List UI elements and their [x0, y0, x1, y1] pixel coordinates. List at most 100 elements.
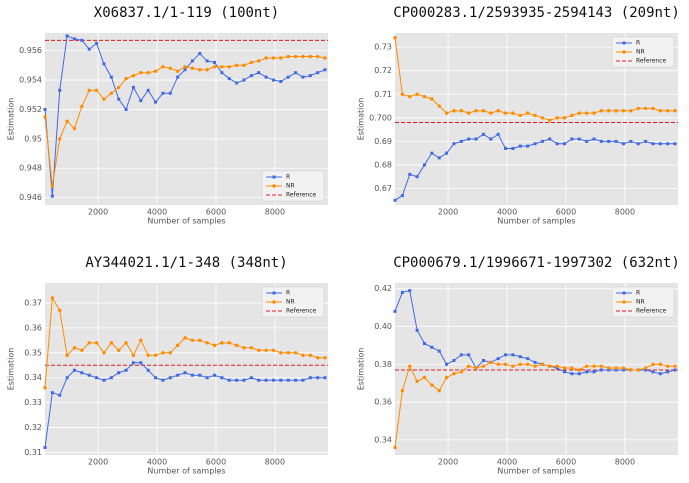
point: [161, 91, 165, 95]
point: [599, 364, 604, 368]
point: [665, 109, 670, 113]
point: [43, 446, 47, 450]
point: [271, 56, 276, 60]
point: [50, 296, 55, 300]
subplot: CP000679.1/1996671-1997302 (632nt) 2000 40…: [357, 255, 680, 476]
point: [584, 364, 589, 368]
point: [577, 111, 581, 115]
point: [205, 341, 209, 345]
point: [415, 175, 419, 179]
subplot: CP000283.1/2593935-2594143 (209nt) 2000 40…: [357, 5, 680, 226]
point: [503, 111, 508, 115]
point: [102, 97, 106, 101]
point: [422, 94, 427, 99]
point: [540, 116, 545, 120]
y-tick-label: 0.69: [374, 137, 392, 146]
point: [154, 100, 158, 104]
y-tick-label: 0.36: [24, 323, 42, 332]
point: [131, 85, 135, 89]
point: [43, 385, 47, 390]
y-tick-label: 0.954: [19, 76, 42, 85]
point: [168, 351, 172, 355]
point: [94, 88, 99, 93]
y-tick-label: 0.42: [374, 284, 392, 293]
legend-label: Reference: [636, 308, 667, 315]
point: [408, 94, 412, 99]
point: [533, 113, 537, 118]
point: [585, 370, 589, 374]
point: [459, 109, 464, 113]
point: [146, 368, 150, 372]
point: [315, 54, 320, 59]
point: [673, 142, 677, 146]
point: [227, 65, 231, 69]
point: [271, 348, 276, 353]
point: [131, 361, 135, 365]
x-tick-label: 6000: [206, 458, 226, 467]
point: [474, 366, 478, 370]
point: [511, 146, 515, 150]
point: [489, 111, 493, 115]
subplot-title: CP000679.1/1996671-1997302 (632nt): [393, 255, 680, 271]
point: [452, 372, 456, 376]
x-tick-label: 2000: [438, 458, 458, 467]
point: [72, 37, 76, 41]
point: [607, 366, 611, 370]
point: [153, 353, 158, 357]
point: [673, 364, 677, 368]
point: [466, 111, 471, 115]
point: [220, 341, 224, 345]
y-tick-label: 0.40: [374, 322, 392, 331]
point: [445, 151, 449, 155]
point: [58, 137, 62, 141]
legend-label: Reference: [286, 192, 317, 199]
legend-label: R: [286, 174, 290, 181]
point: [161, 378, 165, 382]
point: [323, 56, 327, 60]
point: [242, 78, 246, 82]
x-tick-label: 4000: [497, 458, 517, 467]
point: [213, 60, 217, 64]
point: [227, 341, 231, 345]
point: [599, 109, 604, 113]
point: [408, 172, 412, 176]
point: [393, 198, 397, 202]
point: [316, 376, 320, 380]
point: [235, 81, 239, 85]
x-tick-label: 6000: [206, 208, 226, 217]
point: [474, 109, 478, 113]
point: [673, 109, 677, 113]
point: [234, 63, 239, 68]
x-tick-label: 2000: [438, 208, 458, 217]
point: [95, 376, 99, 380]
point: [168, 66, 172, 70]
point: [139, 70, 143, 75]
x-tick-label: 8000: [265, 208, 285, 217]
point: [50, 391, 54, 395]
point: [415, 328, 419, 332]
point: [422, 163, 426, 167]
point: [621, 366, 626, 370]
point: [257, 59, 261, 63]
point: [562, 366, 567, 370]
point: [643, 106, 648, 111]
point: [190, 59, 194, 63]
y-axis-label: Estimation: [7, 98, 16, 141]
point: [533, 142, 537, 146]
point: [183, 65, 187, 69]
point: [213, 373, 217, 377]
point: [614, 368, 618, 372]
y-axis-label: Estimation: [357, 98, 366, 141]
y-tick-label: 0.952: [19, 105, 42, 114]
point: [563, 142, 567, 146]
point: [518, 113, 522, 118]
point: [205, 68, 209, 72]
point: [264, 75, 268, 79]
point: [58, 308, 62, 313]
point: [548, 364, 552, 368]
point: [301, 353, 305, 357]
point: [496, 132, 500, 136]
point: [430, 97, 434, 101]
point: [161, 351, 165, 355]
point: [555, 142, 559, 146]
